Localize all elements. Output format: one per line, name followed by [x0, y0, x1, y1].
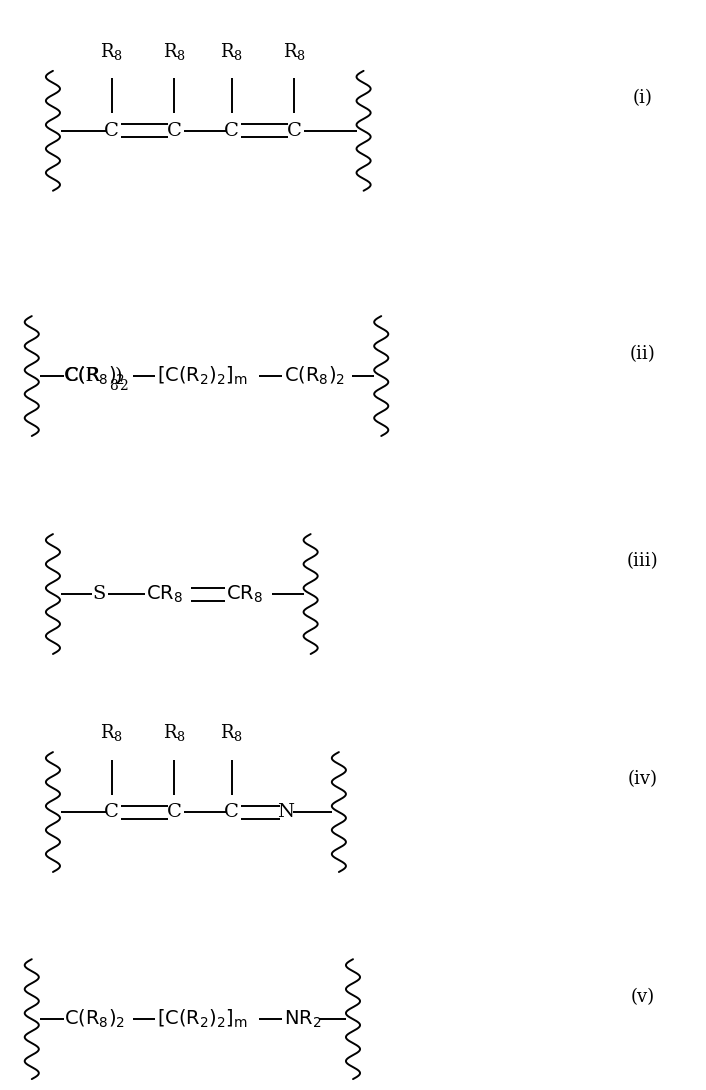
Text: $\mathregular{R_8}$: $\mathregular{R_8}$ [100, 723, 123, 743]
Text: C: C [167, 803, 182, 821]
Text: $\mathregular{R_8}$: $\mathregular{R_8}$ [283, 41, 306, 62]
Text: (iv): (iv) [628, 771, 657, 788]
Text: C(R: C(R [64, 367, 102, 385]
Text: C: C [224, 122, 239, 140]
Text: (iii): (iii) [627, 553, 658, 570]
Text: $\mathregular{R_8}$: $\mathregular{R_8}$ [163, 723, 186, 743]
Text: $\mathrm{CR_8}$: $\mathrm{CR_8}$ [226, 583, 263, 605]
Text: $\mathregular{R_8}$: $\mathregular{R_8}$ [220, 41, 243, 62]
Text: $\mathregular{R_8}$: $\mathregular{R_8}$ [163, 41, 186, 62]
Text: (v): (v) [630, 989, 654, 1006]
Text: C: C [287, 122, 302, 140]
Text: C: C [104, 122, 119, 140]
Text: $\mathrm{C(R_8)_2}$: $\mathrm{C(R_8)_2}$ [284, 365, 345, 387]
Text: ): ) [114, 367, 122, 385]
Text: $\mathrm{[C(R_2)_2]_m}$: $\mathrm{[C(R_2)_2]_m}$ [157, 1008, 248, 1030]
Text: (i): (i) [633, 89, 652, 107]
Text: S: S [92, 585, 105, 603]
Text: $\mathregular{R_8}$: $\mathregular{R_8}$ [100, 41, 123, 62]
Text: (ii): (ii) [630, 346, 655, 363]
Text: N: N [277, 803, 294, 821]
Text: C: C [167, 122, 182, 140]
Text: 8: 8 [109, 379, 118, 392]
Text: $\mathrm{CR_8}$: $\mathrm{CR_8}$ [146, 583, 183, 605]
Text: 2: 2 [119, 379, 127, 392]
Text: $\mathrm{NR_2}$: $\mathrm{NR_2}$ [284, 1008, 321, 1030]
Text: $\mathrm{[C(R_2)_2]_m}$: $\mathrm{[C(R_2)_2]_m}$ [157, 365, 248, 387]
Text: $\mathregular{R_8}$: $\mathregular{R_8}$ [220, 723, 243, 743]
Text: $\mathrm{C(R_8)_2}$: $\mathrm{C(R_8)_2}$ [64, 365, 126, 387]
Text: $\mathrm{C(R_8)_2}$: $\mathrm{C(R_8)_2}$ [64, 1008, 126, 1030]
Text: C: C [104, 803, 119, 821]
Text: C: C [224, 803, 239, 821]
